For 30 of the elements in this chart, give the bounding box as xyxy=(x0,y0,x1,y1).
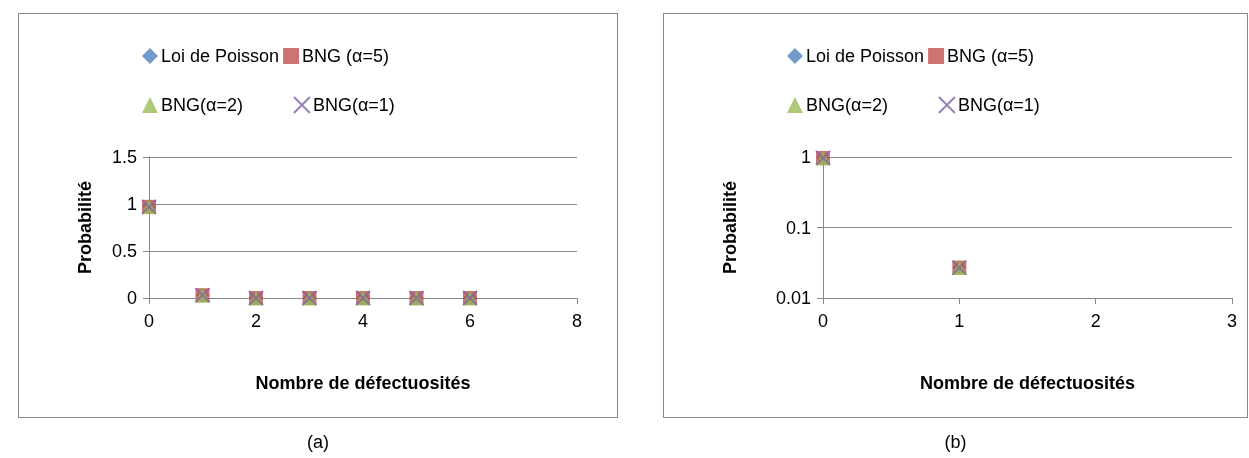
y-axis-title: Probabilité xyxy=(75,180,95,275)
y-tick-label: 0.01 xyxy=(775,288,811,308)
legend-label: BNG (α=5) xyxy=(947,46,1035,66)
x-axis-title: Nombre de défectuosités xyxy=(255,373,471,393)
x-tick-label: 1 xyxy=(954,311,965,331)
x-tick-label: 2 xyxy=(250,311,262,331)
x-tick-label: 6 xyxy=(464,311,476,331)
y-tick-label: 1.5 xyxy=(111,147,137,167)
text: (a) xyxy=(306,432,330,453)
y-tick-label: 0 xyxy=(126,288,137,308)
y-tick-label: 0.5 xyxy=(111,241,137,261)
x-tick-label: 4 xyxy=(357,311,369,331)
y-tick-label: 1 xyxy=(126,194,137,214)
x-tick-label: 8 xyxy=(571,311,583,331)
legend-label: Loi de Poisson xyxy=(161,46,280,66)
legend-label: Loi de Poisson xyxy=(806,46,925,66)
y-axis-title: Probabilité xyxy=(720,180,740,275)
y-tick-label: 1 xyxy=(800,147,811,167)
x-tick-label: 3 xyxy=(1226,311,1238,331)
text: (b) xyxy=(943,432,968,453)
x-tick-label: 2 xyxy=(1090,311,1101,331)
legend-label: BNG(α=2) xyxy=(806,95,888,115)
x-tick-label: 0 xyxy=(817,311,829,331)
x-tick-label: 0 xyxy=(143,311,155,331)
legend-label: BNG(α=1) xyxy=(312,95,395,115)
y-tick-label: 0.1 xyxy=(785,217,811,238)
legend-label: BNG (α=5) xyxy=(302,46,390,66)
x-axis-title: Nombre de défectuosités xyxy=(919,373,1136,393)
legend-label: BNG(α=1) xyxy=(957,95,1040,115)
legend-label: BNG(α=2) xyxy=(161,95,243,115)
